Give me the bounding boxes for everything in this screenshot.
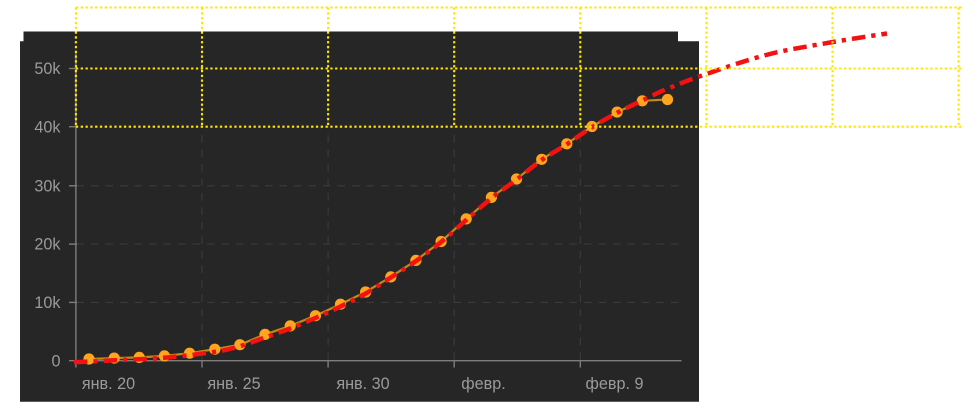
svg-text:февр.: февр.: [461, 375, 505, 393]
svg-text:февр. 9: февр. 9: [586, 375, 644, 393]
svg-text:20k: 20k: [34, 236, 61, 254]
svg-text:40k: 40k: [34, 118, 61, 136]
svg-text:янв. 20: янв. 20: [82, 375, 135, 393]
svg-text:30k: 30k: [34, 177, 61, 195]
svg-text:янв. 30: янв. 30: [336, 375, 389, 393]
svg-text:янв. 25: янв. 25: [207, 375, 260, 393]
svg-text:50k: 50k: [34, 60, 61, 78]
svg-text:10k: 10k: [34, 294, 61, 312]
svg-text:0: 0: [51, 352, 60, 370]
